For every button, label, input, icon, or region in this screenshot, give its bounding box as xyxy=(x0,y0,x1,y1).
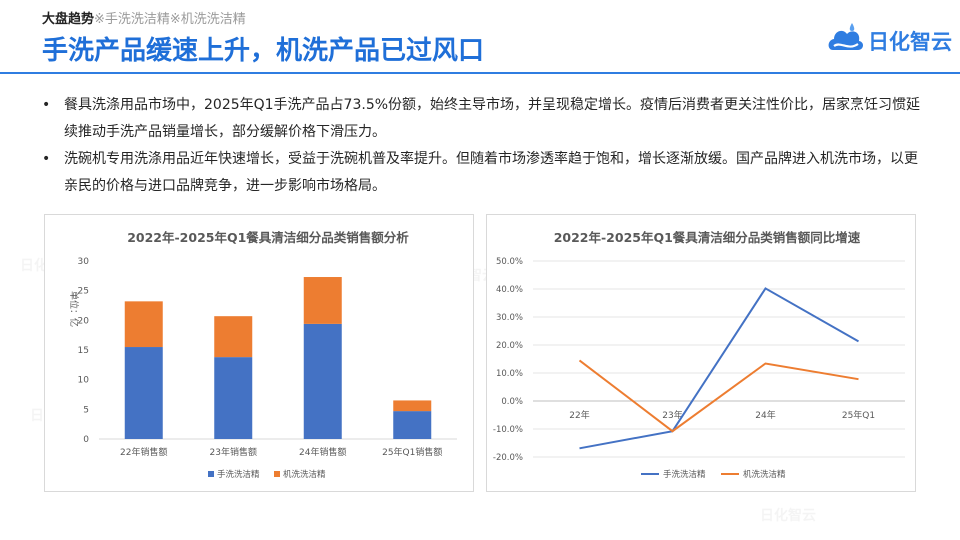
x-tick-label: 22年销售额 xyxy=(120,446,167,458)
bar-segment xyxy=(214,357,253,439)
header-divider xyxy=(0,72,960,74)
sales-bar-chart-panel: 2022年-2025年Q1餐具清洁细分品类销售额分析单位：亿 0 5 10 15 20 25… xyxy=(44,214,474,492)
watermark: 日化智云 xyxy=(760,505,816,525)
page-header: 大盘趋势※手洗洗洁精※机洗洗洁精 手洗产品缓速上升，机洗产品已过风口 日化智云 xyxy=(0,0,960,74)
y-axis-label: 单位：亿 xyxy=(68,291,80,327)
y-tick-label: 50.0% xyxy=(496,257,523,267)
chart-title: 2022年-2025年Q1餐具清洁细分品类销售额同比增速 xyxy=(554,230,861,245)
x-tick-label: 23年 xyxy=(662,409,682,421)
bar-segment xyxy=(393,411,432,439)
breadcrumb: 大盘趋势※手洗洗洁精※机洗洗洁精 xyxy=(42,8,246,27)
y-tick-label: 10.0% xyxy=(496,369,523,379)
x-tick-label: 24年销售额 xyxy=(299,446,346,458)
series-line xyxy=(578,359,859,433)
y-tick-label: 40.0% xyxy=(496,285,523,295)
summary-bullets: 餐具洗涤用品市场中，2025年Q1手洗产品占73.5%份额，始终主导市场，并呈现… xyxy=(40,92,930,200)
bar-segment xyxy=(393,400,432,412)
y-tick-label: 15 xyxy=(78,346,89,356)
breadcrumb-sub: ※手洗洗洁精※机洗洗洁精 xyxy=(94,12,246,27)
legend-label: 机洗洗洁精 xyxy=(743,469,786,480)
legend-label: 手洗洗洁精 xyxy=(217,469,260,480)
x-tick-label: 24年 xyxy=(755,409,775,421)
cloud-drop-icon xyxy=(828,23,864,50)
x-tick-label: 22年 xyxy=(569,409,589,421)
y-tick-label: 5 xyxy=(83,405,89,415)
logo-text: 日化智云 xyxy=(868,30,952,54)
bar-segment xyxy=(124,301,163,348)
page-title: 手洗产品缓速上升，机洗产品已过风口 xyxy=(42,36,485,66)
y-tick-label: 20 xyxy=(78,316,90,326)
brand-logo: 日化智云 xyxy=(826,20,952,56)
bar-segment xyxy=(303,277,342,324)
y-tick-label: 20.0% xyxy=(496,341,523,351)
bullet-item: 洗碗机专用洗涤用品近年快速增长，受益于洗碗机普及率提升。但随着市场渗透率趋于饱和… xyxy=(40,146,930,200)
bar-segment xyxy=(214,316,253,358)
y-tick-label: -10.0% xyxy=(493,425,523,435)
breadcrumb-main: 大盘趋势 xyxy=(42,12,95,27)
growth-line-chart: 2022年-2025年Q1餐具清洁细分品类销售额同比增速 -20.0% -10.0%… xyxy=(493,230,905,480)
bar-segment xyxy=(303,323,342,439)
x-tick-label: 25年Q1 xyxy=(842,409,875,421)
legend-swatch xyxy=(274,471,280,477)
y-tick-label: 10 xyxy=(78,376,90,386)
x-tick-label: 23年销售额 xyxy=(210,446,257,458)
legend-label: 机洗洗洁精 xyxy=(283,469,326,480)
chart-title: 2022年-2025年Q1餐具清洁细分品类销售额分析 xyxy=(127,230,409,245)
y-tick-label: 0.0% xyxy=(501,397,523,407)
growth-line-chart-panel: 2022年-2025年Q1餐具清洁细分品类销售额同比增速 -20.0% -10.0%… xyxy=(486,214,916,492)
y-tick-label: -20.0% xyxy=(493,453,523,463)
y-tick-label: 30 xyxy=(78,257,90,267)
bar-segment xyxy=(124,347,163,439)
x-tick-label: 25年Q1销售额 xyxy=(382,446,442,458)
legend-swatch xyxy=(208,471,214,477)
y-tick-label: 30.0% xyxy=(496,313,523,323)
y-tick-label: 25 xyxy=(78,287,89,297)
series-line xyxy=(579,287,859,450)
legend-label: 手洗洗洁精 xyxy=(663,469,706,480)
y-tick-label: 0 xyxy=(83,435,89,445)
bullet-item: 餐具洗涤用品市场中，2025年Q1手洗产品占73.5%份额，始终主导市场，并呈现… xyxy=(40,92,930,146)
